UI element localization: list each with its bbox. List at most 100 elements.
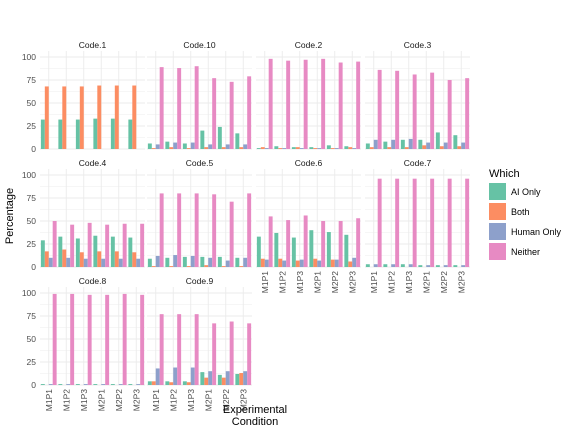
- bar: [212, 78, 217, 149]
- bar: [147, 143, 152, 149]
- bar: [447, 80, 452, 149]
- legend-label: Neither: [511, 247, 540, 257]
- bar: [365, 143, 370, 149]
- bar: [186, 266, 191, 267]
- y-tick-label: 50: [27, 334, 37, 344]
- x-tick-label: M2P1: [421, 271, 431, 293]
- bar: [348, 147, 353, 149]
- bar: [239, 147, 244, 149]
- bar: [291, 237, 296, 267]
- bar: [194, 66, 199, 149]
- x-tick-label: M1P1: [369, 271, 379, 293]
- bar: [387, 147, 392, 149]
- bar: [221, 377, 226, 385]
- y-tick-label: 0: [31, 262, 36, 272]
- bar: [165, 257, 170, 267]
- bar: [268, 216, 273, 267]
- facet-panel: Code.2: [256, 40, 361, 150]
- bar: [212, 323, 217, 385]
- legend-swatch: [489, 223, 506, 240]
- bar: [190, 142, 195, 149]
- bar: [155, 255, 160, 267]
- bar: [221, 147, 226, 149]
- bar: [365, 264, 370, 267]
- facet-title: Code.2: [295, 40, 323, 50]
- bar: [132, 252, 137, 267]
- bar: [395, 70, 400, 149]
- bar: [177, 193, 182, 267]
- bar: [182, 381, 187, 385]
- y-tick-label: 0: [31, 380, 36, 390]
- x-tick-label: M1P1: [260, 271, 270, 293]
- y-axis-title: Percentage: [4, 188, 16, 244]
- bar: [377, 178, 382, 267]
- facet-title: Code.4: [79, 158, 107, 168]
- x-tick-label: M1P2: [386, 271, 396, 293]
- bar: [101, 384, 106, 385]
- bar: [447, 178, 452, 267]
- bar: [303, 59, 308, 150]
- bar: [48, 257, 53, 267]
- bar: [317, 148, 322, 149]
- x-tick-label: M2P1: [312, 271, 322, 293]
- bar: [114, 251, 119, 267]
- bar: [140, 294, 145, 385]
- bar: [173, 255, 178, 267]
- bar: [101, 258, 106, 267]
- panel-background: [147, 169, 252, 267]
- bar: [118, 258, 123, 267]
- bar: [75, 238, 80, 267]
- bar: [79, 252, 84, 267]
- bar: [435, 265, 440, 267]
- bar: [229, 81, 234, 149]
- bar: [465, 178, 470, 267]
- bar: [247, 193, 252, 267]
- y-tick-label: 25: [27, 121, 37, 131]
- bar: [52, 293, 57, 385]
- bar: [243, 371, 248, 385]
- bar: [75, 119, 80, 149]
- bar: [177, 314, 182, 385]
- facet-panel: Code.6 M1P1 M1P2 M1P3 M2P1 M2P2 M2P3: [256, 158, 361, 293]
- bar: [229, 321, 234, 385]
- x-tick-label: M2P2: [330, 271, 340, 293]
- bar: [169, 266, 174, 267]
- bar: [93, 118, 98, 149]
- bar: [110, 118, 115, 149]
- bar: [128, 119, 133, 149]
- bar: [408, 138, 413, 149]
- bar: [348, 261, 353, 267]
- bar: [377, 69, 382, 149]
- bar: [400, 139, 405, 149]
- panel-background: [40, 51, 145, 149]
- bar: [204, 377, 209, 385]
- panel-background: [365, 169, 470, 267]
- bar: [110, 236, 115, 267]
- bar: [97, 251, 102, 267]
- x-tick-label: M1P1: [44, 389, 54, 411]
- bar: [330, 259, 335, 267]
- bar: [208, 257, 213, 267]
- facet-panel: Code.9 M1P1 M1P2 M1P3 M2P1 M2P2 M2P3: [147, 276, 252, 411]
- bar: [309, 230, 314, 267]
- bar: [243, 257, 248, 267]
- bar: [200, 256, 205, 267]
- bar: [118, 384, 123, 385]
- bar: [344, 146, 349, 149]
- bar: [465, 78, 470, 149]
- bar: [122, 293, 127, 385]
- legend-label: AI Only: [511, 187, 541, 197]
- bar: [66, 257, 71, 267]
- bar: [147, 258, 152, 267]
- panel-background: [256, 169, 361, 267]
- bar: [93, 384, 98, 385]
- bar: [182, 256, 187, 267]
- bar: [40, 240, 45, 267]
- bar: [282, 148, 287, 149]
- bar: [225, 371, 230, 385]
- bar: [274, 146, 279, 149]
- bar: [225, 260, 230, 267]
- bar: [173, 142, 178, 149]
- bar: [338, 221, 343, 267]
